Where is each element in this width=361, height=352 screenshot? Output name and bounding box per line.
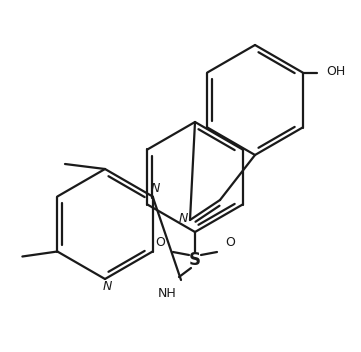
Text: S: S [189,251,201,269]
Text: N: N [102,281,112,294]
Text: OH: OH [327,65,346,78]
Text: NH: NH [158,287,177,300]
Text: N: N [179,213,188,226]
Text: N: N [151,182,160,195]
Text: O: O [155,237,165,250]
Text: O: O [225,237,235,250]
